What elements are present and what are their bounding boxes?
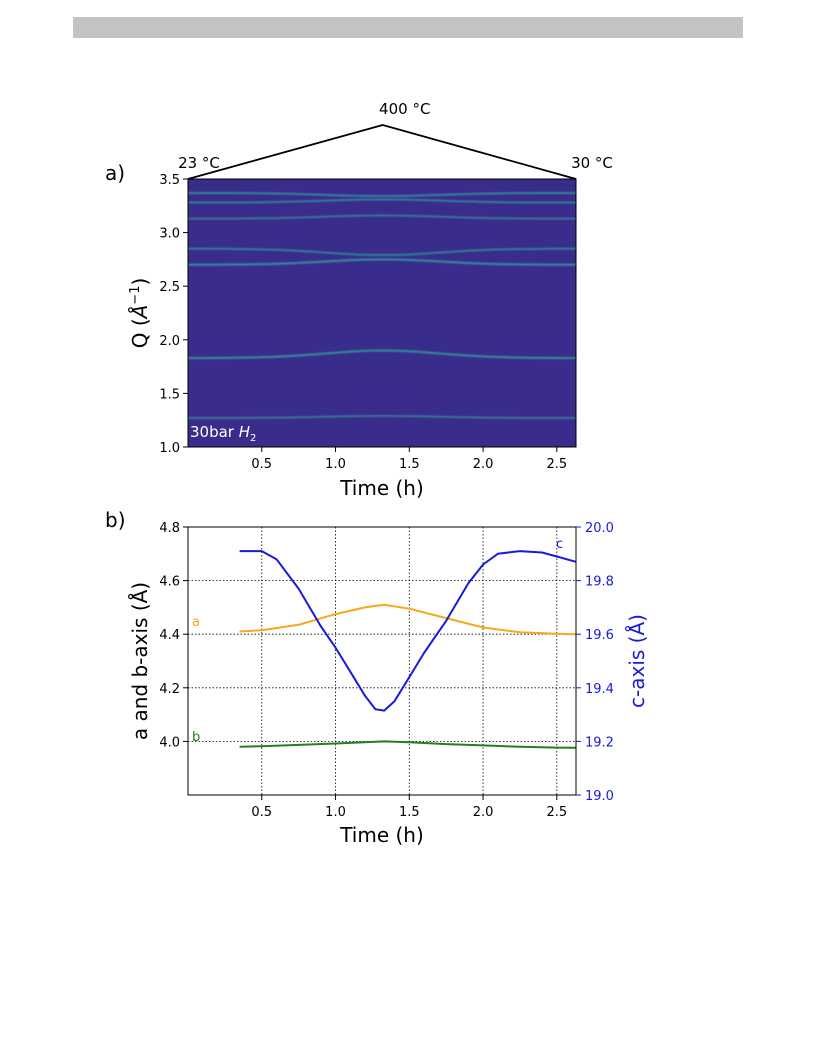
- diffraction-line: [188, 415, 576, 419]
- diffraction-line: [188, 247, 576, 257]
- heatmap-annotation: 30bar H2: [190, 423, 256, 444]
- panel-b-label: b): [105, 508, 126, 532]
- panel-b-frame: [187, 526, 577, 796]
- temperature-profile-line: [187, 124, 577, 180]
- y-tick-label: 1.0: [159, 441, 180, 456]
- panel-a: a) 23 °C 400 °C 30 °C 30bar H2 0.5 1.0 1.5…: [105, 100, 613, 500]
- x-tick-label: 2.0: [473, 805, 494, 820]
- panel-a-y-axis-label: Q (Å−1): [128, 278, 152, 349]
- diffraction-line: [187, 191, 577, 198]
- series-label-c: c: [556, 537, 563, 552]
- temperature-label-start: 23 °C: [178, 154, 220, 172]
- y-tick-label: 4.6: [159, 575, 180, 590]
- panel-b: b) 0.5 1.0 1.5 2.0 2.5 4.04.24.44.64.8 19.01…: [105, 508, 649, 847]
- x-tick-label: 1.5: [399, 805, 420, 820]
- diffraction-line: [187, 214, 577, 220]
- x-tick-label: 2.0: [473, 457, 494, 472]
- panel-b-series: [239, 550, 577, 749]
- diffraction-line: [188, 258, 576, 266]
- right-y-tick-label: 19.6: [585, 628, 614, 643]
- x-tick-label: 2.5: [546, 805, 567, 820]
- heatmap-diffraction-lines: [187, 183, 577, 419]
- right-y-tick-label: 19.2: [585, 735, 614, 750]
- right-y-tick-label: 20.0: [585, 521, 614, 536]
- right-y-tick-label: 19.8: [585, 575, 614, 590]
- y-tick-label: 2.0: [159, 334, 180, 349]
- heatmap-frame: [187, 178, 577, 448]
- y-tick-label: 3.0: [159, 227, 180, 242]
- y-tick-label: 4.2: [159, 682, 180, 697]
- panel-a-x-axis-label: Time (h): [339, 476, 424, 500]
- panel-b-x-axis-label: Time (h): [339, 823, 424, 847]
- panel-b-right-y-axis-label: c-axis (Å): [625, 614, 649, 708]
- x-tick-label: 0.5: [251, 457, 272, 472]
- panel-a-label: a): [105, 161, 125, 185]
- header-bar: [73, 17, 743, 38]
- x-tick-label: 1.5: [399, 457, 420, 472]
- x-tick-label: 2.5: [546, 457, 567, 472]
- x-tick-label: 1.0: [325, 457, 346, 472]
- y-tick-label: 2.5: [159, 280, 180, 295]
- diffraction-line: [188, 349, 576, 360]
- heatmap-background: [188, 179, 576, 447]
- temperature-label-end: 30 °C: [571, 154, 613, 172]
- y-tick-label: 4.0: [159, 735, 180, 750]
- x-tick-label: 1.0: [325, 805, 346, 820]
- panel-b-left-y-ticks: 4.0 4.2 4.4 4.6 4.8: [159, 521, 188, 750]
- temperature-label-peak: 400 °C: [379, 100, 430, 118]
- right-y-tick-label: 19.4: [585, 682, 614, 697]
- series-line-b: [239, 740, 577, 749]
- series-label-a: a: [192, 615, 200, 630]
- diffraction-line: [188, 198, 576, 204]
- series-line-a: [239, 603, 577, 636]
- x-tick-label: 0.5: [251, 805, 272, 820]
- right-y-tick-label: 19.0: [585, 789, 614, 804]
- y-tick-label: 3.5: [159, 173, 180, 188]
- panel-a-y-ticks: 1.0 1.5 2.0 2.5 3.0 3.5: [159, 173, 188, 456]
- y-tick-label: 4.4: [159, 628, 180, 643]
- temperature-profile: 23 °C 400 °C 30 °C: [178, 100, 613, 180]
- y-tick-label: 4.8: [159, 521, 180, 536]
- panel-b-right-y-ticks: 19.0 19.2 19.4 19.6 19.8 20.0: [576, 521, 614, 804]
- panel-a-x-ticks: 0.5 1.0 1.5 2.0 2.5: [251, 447, 567, 472]
- panel-b-left-y-axis-label: a and b-axis (Å): [128, 582, 152, 740]
- y-tick-label: 1.5: [159, 387, 180, 402]
- panel-b-grid: [188, 526, 576, 795]
- series-line-c: [239, 550, 577, 712]
- series-label-b: b: [192, 730, 200, 745]
- panel-b-x-ticks: 0.5 1.0 1.5 2.0 2.5: [251, 795, 567, 820]
